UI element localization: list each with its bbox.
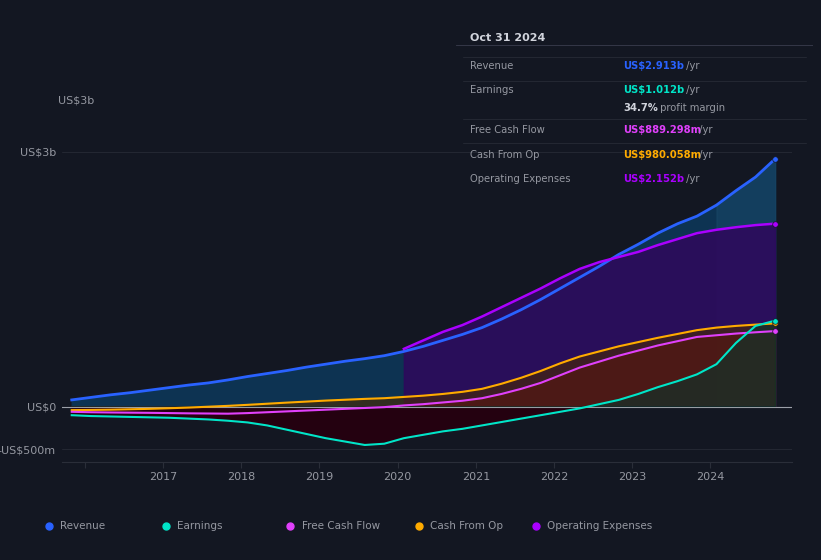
- Text: Revenue: Revenue: [470, 61, 513, 71]
- Text: Operating Expenses: Operating Expenses: [470, 174, 571, 184]
- Text: US$3b: US$3b: [58, 96, 94, 106]
- Text: US$2.913b: US$2.913b: [623, 61, 685, 71]
- Text: US$980.058m: US$980.058m: [623, 150, 702, 160]
- Text: Free Cash Flow: Free Cash Flow: [301, 521, 380, 531]
- Text: US$1.012b: US$1.012b: [623, 85, 685, 95]
- Text: /yr: /yr: [683, 174, 699, 184]
- Text: Free Cash Flow: Free Cash Flow: [470, 125, 544, 136]
- Text: 34.7%: 34.7%: [623, 103, 658, 113]
- Text: Earnings: Earnings: [177, 521, 222, 531]
- Text: Earnings: Earnings: [470, 85, 514, 95]
- Text: Cash From Op: Cash From Op: [430, 521, 503, 531]
- Text: /yr: /yr: [683, 61, 699, 71]
- Text: Operating Expenses: Operating Expenses: [547, 521, 653, 531]
- Text: Revenue: Revenue: [60, 521, 105, 531]
- Text: profit margin: profit margin: [658, 103, 726, 113]
- Text: Oct 31 2024: Oct 31 2024: [470, 32, 545, 43]
- Text: /yr: /yr: [696, 125, 713, 136]
- Text: Cash From Op: Cash From Op: [470, 150, 539, 160]
- Text: US$889.298m: US$889.298m: [623, 125, 702, 136]
- Text: US$2.152b: US$2.152b: [623, 174, 685, 184]
- Text: /yr: /yr: [696, 150, 713, 160]
- Text: /yr: /yr: [683, 85, 699, 95]
